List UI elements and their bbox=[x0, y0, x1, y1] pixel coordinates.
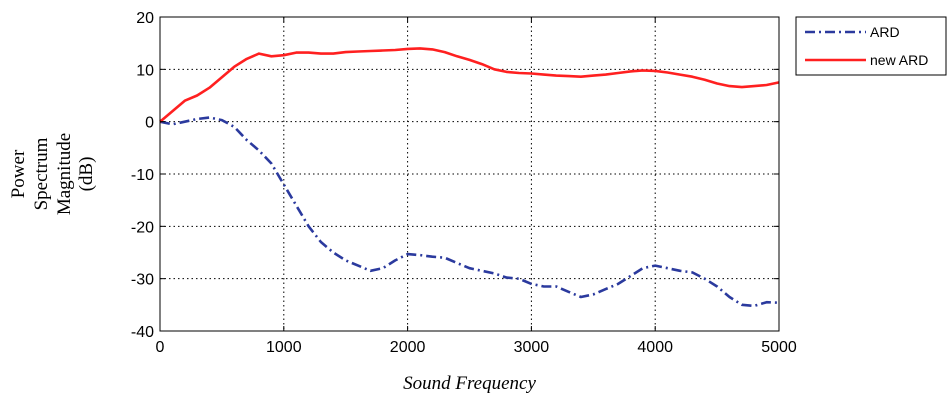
x-tick-label: 5000 bbox=[761, 339, 797, 356]
y-tick-label: -40 bbox=[131, 324, 154, 341]
x-tick-label: 4000 bbox=[637, 339, 673, 356]
y-axis-title-line: (dB) bbox=[76, 157, 97, 192]
y-axis-title: Power Spectrum Magnitude(dB) bbox=[8, 133, 97, 215]
x-tick-label: 2000 bbox=[390, 339, 426, 356]
x-tick-label: 1000 bbox=[266, 339, 302, 356]
grid-lines bbox=[160, 17, 779, 331]
x-axis-title: Sound Frequency bbox=[403, 373, 536, 394]
y-tick-label: 10 bbox=[136, 62, 154, 79]
y-tick-label: -10 bbox=[131, 167, 154, 184]
axis-ticks: 0 1000 2000 3000 4000 5000 20 10 0 -10 -20 -30 -40 bbox=[131, 10, 797, 356]
legend: ARD new ARD bbox=[795, 16, 947, 76]
y-axis-title-line: Spectrum bbox=[31, 137, 52, 210]
y-axis-title-text: Power Spectrum Magnitude(dB) bbox=[8, 133, 97, 215]
legend-label: new ARD bbox=[870, 52, 928, 68]
x-tick-label: 0 bbox=[156, 339, 165, 356]
y-tick-label: 0 bbox=[145, 115, 154, 132]
legend-box bbox=[795, 16, 947, 76]
series-layer bbox=[159, 47, 780, 308]
y-tick-label: -20 bbox=[131, 219, 154, 236]
y-tick-label: -30 bbox=[131, 272, 154, 289]
series-line-new-ard bbox=[159, 47, 780, 123]
plot-frame bbox=[159, 16, 780, 332]
y-axis-title-line: Magnitude bbox=[54, 133, 75, 215]
y-tick-label: 20 bbox=[136, 10, 154, 27]
x-tick-label: 3000 bbox=[514, 339, 550, 356]
legend-label: ARD bbox=[870, 24, 900, 40]
y-axis-title-line: Power bbox=[8, 149, 29, 198]
series-line-ard bbox=[159, 116, 780, 308]
